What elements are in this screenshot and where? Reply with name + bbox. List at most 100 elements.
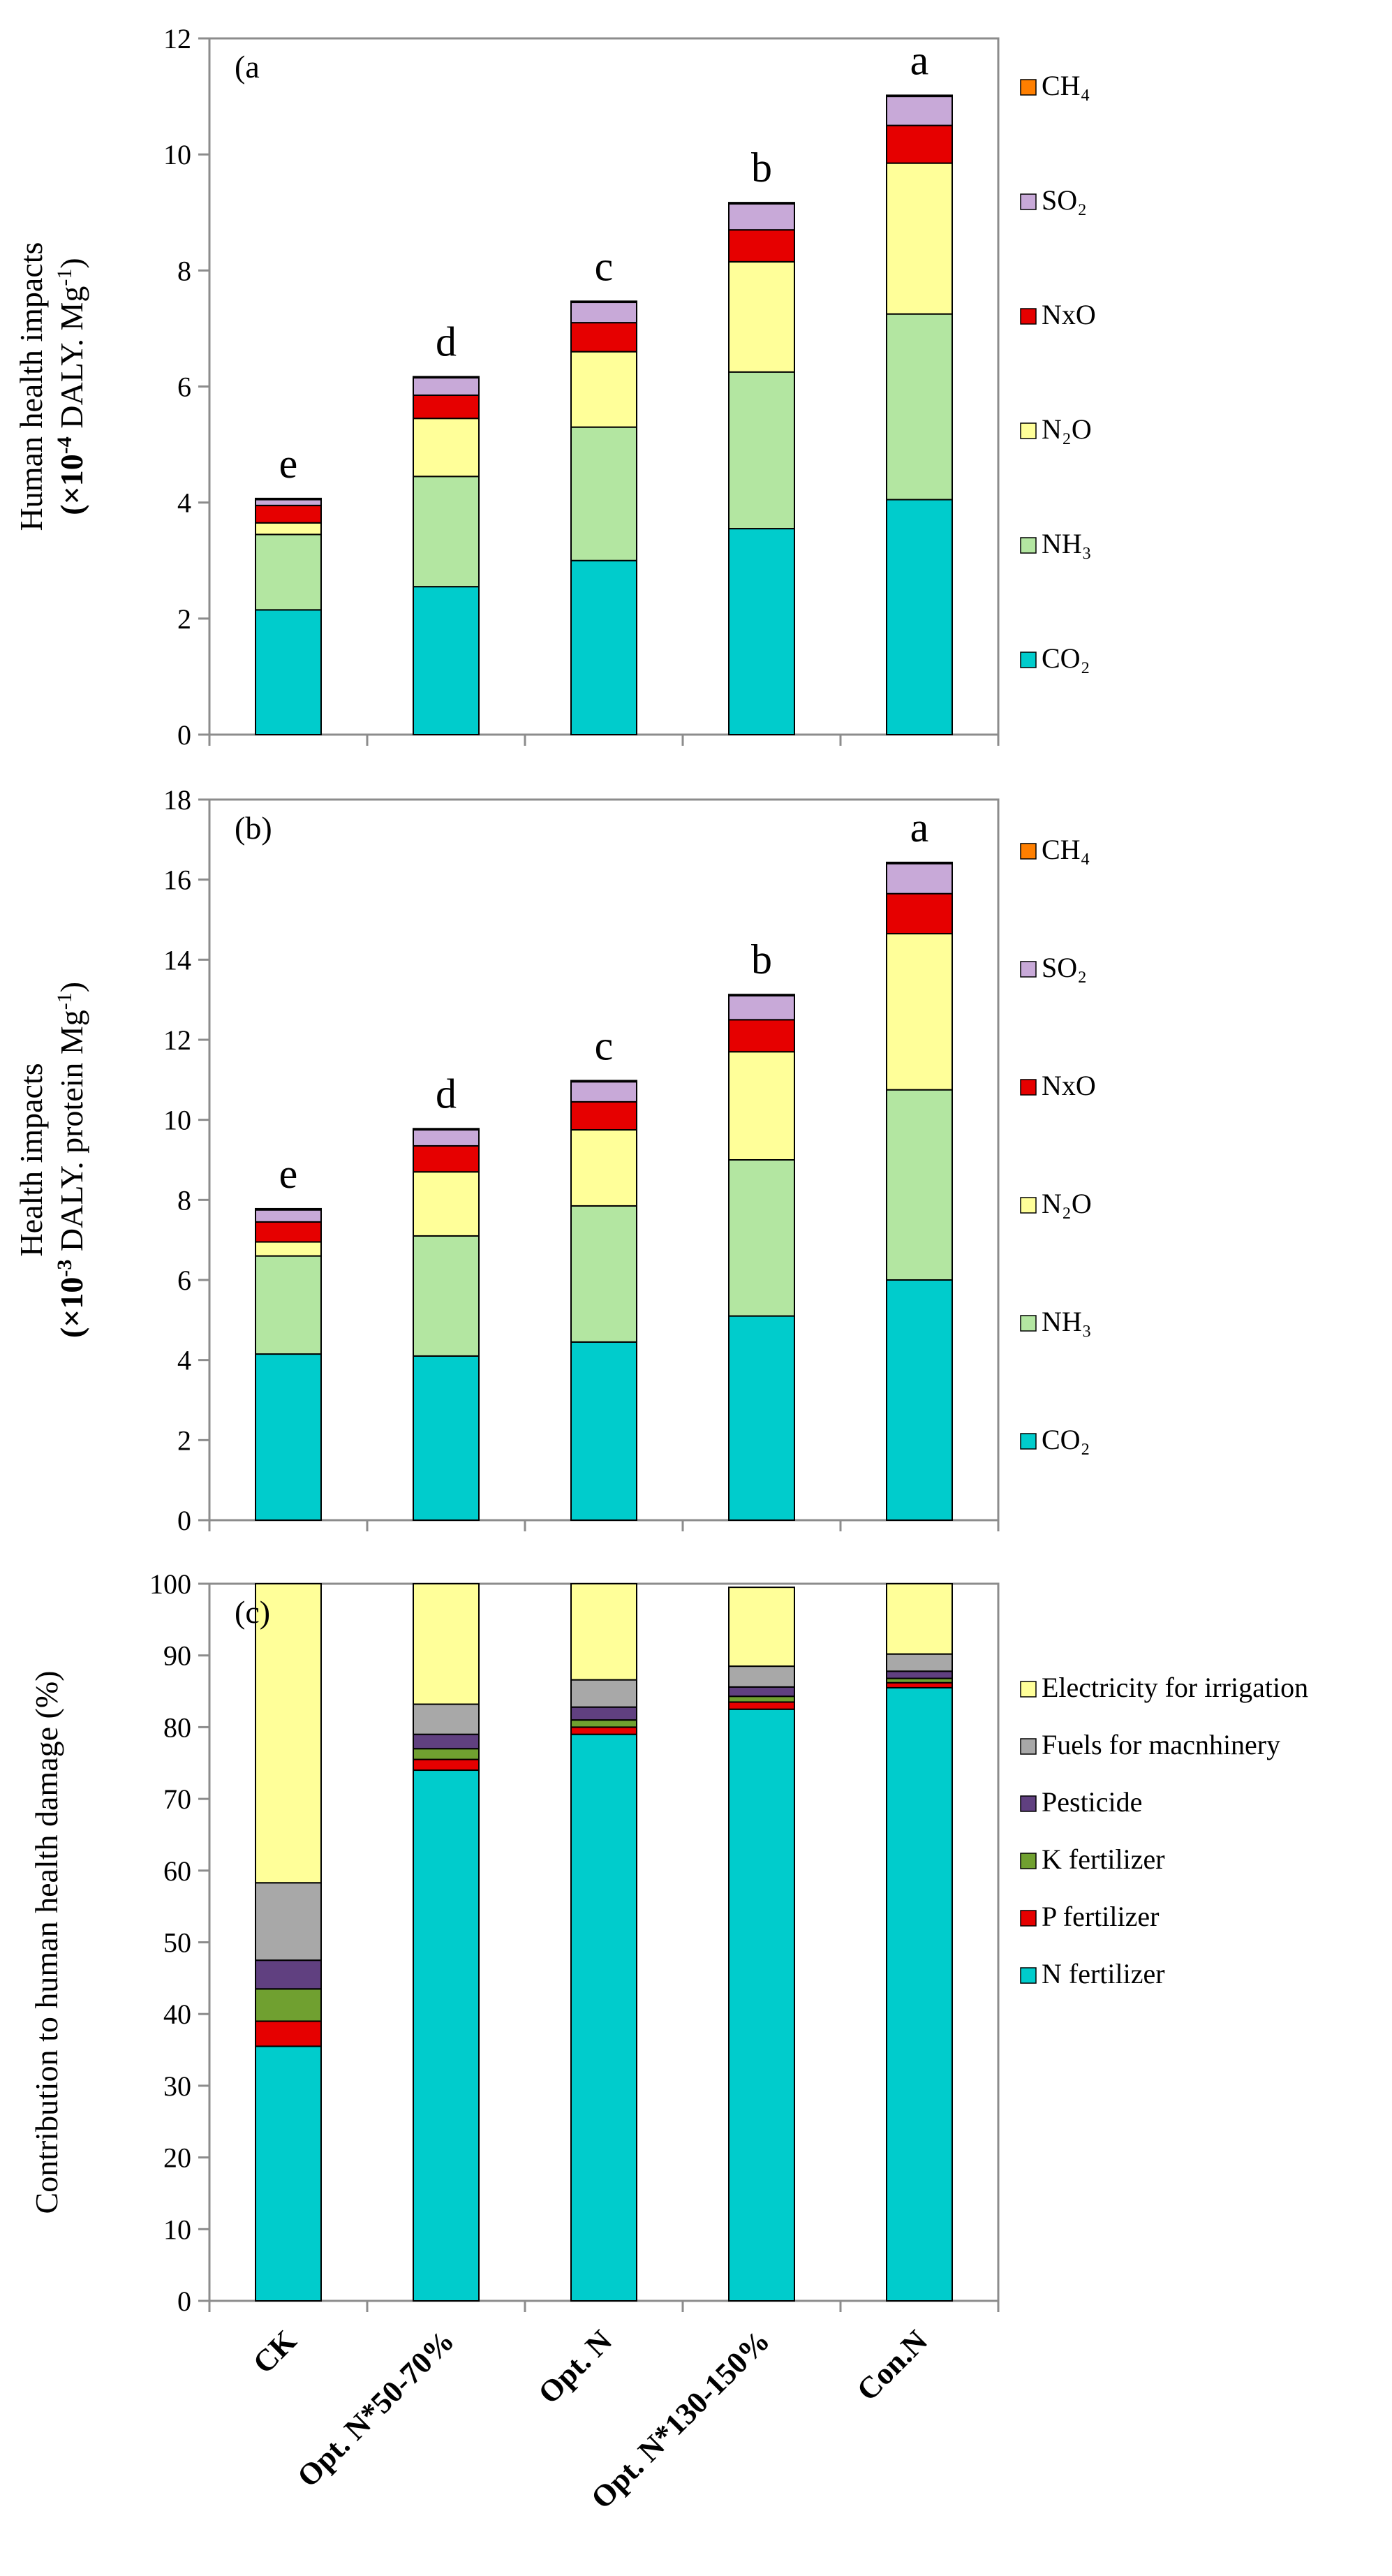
bar-so2-opt-n: [570, 302, 637, 324]
bar-co2-opt-n-50-70: [413, 586, 480, 736]
legend-label-co2: CO₂: [1042, 1424, 1090, 1455]
y-axis-label: Human health impacts: [13, 242, 49, 531]
y-tick-label: 16: [163, 864, 191, 896]
legend-label-co2: CO₂: [1042, 642, 1090, 674]
legend-label-n-fertilizer: N fertilizer: [1042, 1958, 1165, 1989]
y-tick-label: 80: [163, 1712, 191, 1743]
y-tick-label: 12: [163, 1024, 191, 1056]
y-tick-label: 70: [163, 1783, 191, 1815]
bar-nxo-ck: [255, 504, 322, 524]
bar-ch4-opt-n: [570, 300, 637, 304]
panel-c: 0 10 20 30 40 50 60 70 80 90 100 (c) Contribution to…: [29, 1568, 1308, 2317]
legend-label-so2: SO₂: [1042, 184, 1087, 216]
bar-nxo-con-n: [886, 892, 953, 935]
legend-swatch-nh3: [1020, 537, 1037, 554]
y-tick-label: 18: [163, 784, 191, 816]
y-axis-label: Health impacts: [13, 1063, 49, 1256]
bar-electricity-for-irrigation-opt-n-130-150: [728, 1587, 795, 1668]
bar-nh3-con-n: [886, 313, 953, 501]
bar-n2o-opt-n-130-150: [728, 1051, 795, 1161]
legend-swatch-ch4: [1020, 79, 1037, 96]
bar-n2o-opt-n-50-70: [413, 1171, 480, 1237]
bar-co2-ck: [255, 609, 322, 736]
bar-k-fertilizer-ck: [255, 1988, 322, 2022]
bar-so2-opt-n-50-70: [413, 1129, 480, 1147]
bar-so2-opt-n-130-150: [728, 994, 795, 1021]
legend-swatch-nh3: [1020, 1315, 1037, 1332]
bar-n-fertilizer-opt-n: [570, 1733, 637, 2302]
legend-label-n2o: N₂O: [1042, 413, 1092, 445]
bar-p-fertilizer-opt-n: [570, 1726, 637, 1735]
bar-nxo-opt-n-50-70: [413, 1145, 480, 1173]
bar-nxo-opt-n: [570, 1101, 637, 1131]
significance-letter: b: [751, 936, 772, 982]
significance-letter: a: [910, 37, 929, 83]
legend-label-ch4: CH₄: [1042, 834, 1090, 865]
legend-swatch-so2: [1020, 961, 1037, 978]
bar-nh3-opt-n-130-150: [728, 1159, 795, 1317]
bar-p-fertilizer-opt-n-50-70: [413, 1758, 480, 1772]
bar-fuels-for-macnhinery-opt-n-50-70: [413, 1703, 480, 1735]
bar-pesticide-ck: [255, 1959, 322, 1990]
bar-pesticide-opt-n: [570, 1706, 637, 1721]
bar-co2-opt-n: [570, 559, 637, 735]
y-tick-label: 0: [177, 719, 191, 751]
bar-electricity-for-irrigation-opt-n: [570, 1583, 637, 1681]
legend-swatch-n-fertilizer: [1020, 1967, 1037, 1984]
legend-swatch-k-fertilizer: [1020, 1853, 1037, 1869]
y-tick-label: 6: [177, 371, 191, 403]
bar-nxo-opt-n-130-150: [728, 229, 795, 263]
bar-ch4-opt-n: [570, 1080, 637, 1083]
legend-swatch-nxo: [1020, 1079, 1037, 1096]
bar-nxo-opt-n-50-70: [413, 394, 480, 420]
bar-nh3-opt-n-130-150: [728, 371, 795, 530]
bar-n2o-ck: [255, 1241, 322, 1257]
bar-fuels-for-macnhinery-con-n: [886, 1653, 953, 1672]
legend-swatch-p-fertilizer: [1020, 1910, 1037, 1927]
bar-nh3-opt-n-50-70: [413, 476, 480, 588]
bar-nh3-opt-n: [570, 426, 637, 561]
legend-swatch-electricity-for-irrigation: [1020, 1681, 1037, 1698]
legend-label-so2: SO₂: [1042, 952, 1087, 983]
legend-swatch-co2: [1020, 652, 1037, 668]
significance-letter: d: [436, 1070, 457, 1117]
legend-swatch-fuels-for-macnhinery: [1020, 1738, 1037, 1755]
significance-letter: c: [595, 1022, 614, 1068]
legend-label-nxo: NxO: [1042, 299, 1096, 330]
bar-co2-ck: [255, 1353, 322, 1521]
bar-electricity-for-irrigation-con-n: [886, 1583, 953, 1655]
y-tick-label: 8: [177, 1184, 191, 1216]
y-tick-label: 100: [149, 1568, 191, 1600]
y-tick-label: 10: [163, 139, 191, 170]
bar-nxo-con-n: [886, 124, 953, 164]
bar-k-fertilizer-opt-n-50-70: [413, 1748, 480, 1760]
legend-swatch-so2: [1020, 193, 1037, 210]
bar-fuels-for-macnhinery-opt-n: [570, 1679, 637, 1708]
bar-ch4-opt-n-50-70: [413, 1128, 480, 1131]
bar-nh3-ck: [255, 533, 322, 611]
bar-nxo-ck: [255, 1221, 322, 1243]
bar-n-fertilizer-con-n: [886, 1686, 953, 2302]
bar-co2-opt-n-130-150: [728, 528, 795, 735]
bar-so2-con-n: [886, 96, 953, 126]
legend-label-nh3: NH₃: [1042, 528, 1092, 559]
bar-so2-opt-n: [570, 1081, 637, 1103]
bar-so2-opt-n-130-150: [728, 203, 795, 231]
legend-swatch-n2o: [1020, 422, 1037, 439]
bar-n2o-con-n: [886, 162, 953, 315]
legend-swatch-pesticide: [1020, 1795, 1037, 1812]
bar-nxo-opt-n-130-150: [728, 1019, 795, 1053]
bar-so2-opt-n-50-70: [413, 377, 480, 396]
y-tick-label: 14: [163, 944, 191, 976]
bar-n2o-con-n: [886, 933, 953, 1091]
bar-ch4-ck: [255, 1207, 322, 1211]
y-tick-label: 30: [163, 2070, 191, 2102]
panel-tag: (a: [235, 49, 260, 84]
significance-letter: d: [436, 318, 457, 365]
y-tick-label: 10: [163, 1105, 191, 1136]
y-tick-label: 60: [163, 1855, 191, 1887]
bar-p-fertilizer-ck: [255, 2020, 322, 2047]
bar-pesticide-opt-n-50-70: [413, 1733, 480, 1750]
